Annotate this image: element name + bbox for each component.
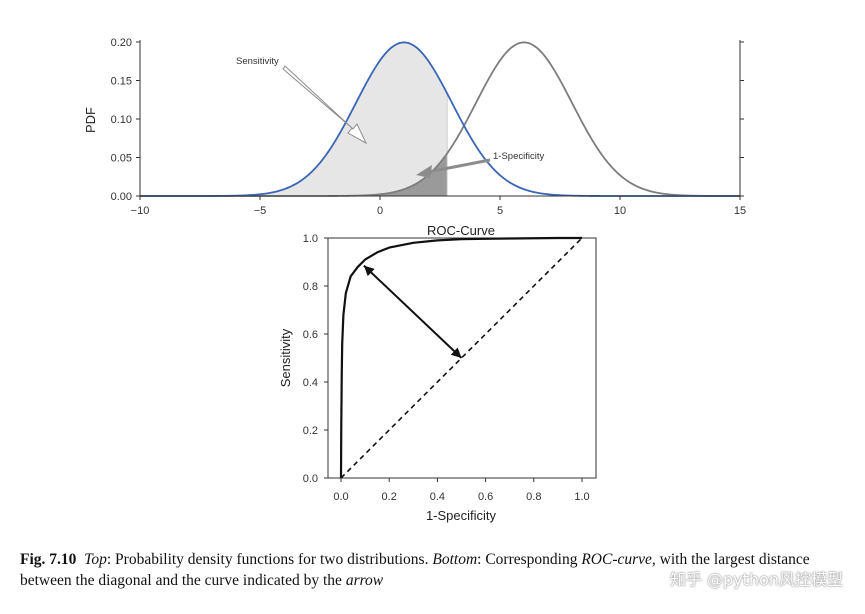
pdf-y-tick-label: 0.05 [111,153,132,165]
pdf-x-tick-label: −5 [254,205,267,217]
pdf-x-tick-label: 0 [377,205,383,217]
roc-y-tick-label: 0.8 [303,281,318,293]
roc-y-tick-label: 0.4 [303,377,318,389]
sensitivity-annotation: Sensitivity [236,56,279,67]
caption-top: Top [84,551,107,568]
pdf-y-tick-label: 0.10 [111,114,132,126]
roc-y-tick-label: 1.0 [303,233,318,245]
roc-arrow-head-start [363,265,375,277]
watermark: 知乎 @python风控模型 [669,570,843,589]
roc-chart: ROC-Curve 0.0 0.2 0.4 0.6 0.8 1.0 0.0 0.2 0.4 0.6… [278,223,597,523]
roc-x-tick-label: 0.4 [430,491,445,503]
pdf-x-tick-label: 10 [614,205,626,217]
pdf-x-tick-label: 15 [734,205,746,217]
roc-x-tick-label: 0.8 [526,491,541,503]
pdf-x-tick-label: −10 [131,205,150,217]
caption-text-1: : Probability density functions for two … [106,551,433,568]
caption-bottom: Bottom [432,551,478,568]
figure-caption: Fig. 7.10 Top: Probability density funct… [20,549,850,591]
roc-xlabel: 1-Specificity [426,508,497,523]
roc-x-tick-label: 0.2 [382,491,397,503]
roc-title: ROC-Curve [427,223,495,238]
pdf-ylabel: PDF [83,107,98,133]
roc-y-tick-label: 0.6 [303,329,318,341]
caption-roc: ROC-curve [581,551,652,568]
roc-x-tick-label: 0.0 [333,491,348,503]
roc-x-tick-label: 0.6 [478,491,493,503]
caption-text-2: : Corresponding [477,551,582,568]
caption-label: Fig. 7.10 [20,551,77,568]
roc-arrow-line [363,264,463,359]
sensitivity-arrow [282,65,368,145]
specificity-annotation: 1-Specificity [493,151,544,162]
specificity-arrow-shaft [427,158,491,174]
caption-arrow: arrow [345,572,384,589]
roc-ylabel: Sensitivity [278,328,293,387]
caption-text-3: , with the largest distance between the … [20,551,810,589]
roc-y-tick-label: 0.0 [303,473,318,485]
sensitivity-area [140,42,448,196]
pdf-y-tick-label: 0.00 [111,191,132,203]
pdf-x-tick-label: 5 [497,205,503,217]
specificity-area [140,153,448,196]
roc-frame [327,237,597,479]
roc-y-tick-label: 0.2 [303,425,318,437]
specificity-arrow-head [416,165,432,178]
roc-x-tick-label: 1.0 [574,491,589,503]
pdf-y-tick-label: 0.20 [111,37,132,49]
pdf-y-tick-label: 0.15 [111,76,132,88]
roc-curve [339,236,582,479]
roc-diagonal [340,237,583,479]
pdf-chart: −10 −5 0 5 10 15 0.00 0.05 0.10 0.15 0.20 PDF Sensit… [83,37,746,217]
roc-arrow-head-end [450,347,462,358]
